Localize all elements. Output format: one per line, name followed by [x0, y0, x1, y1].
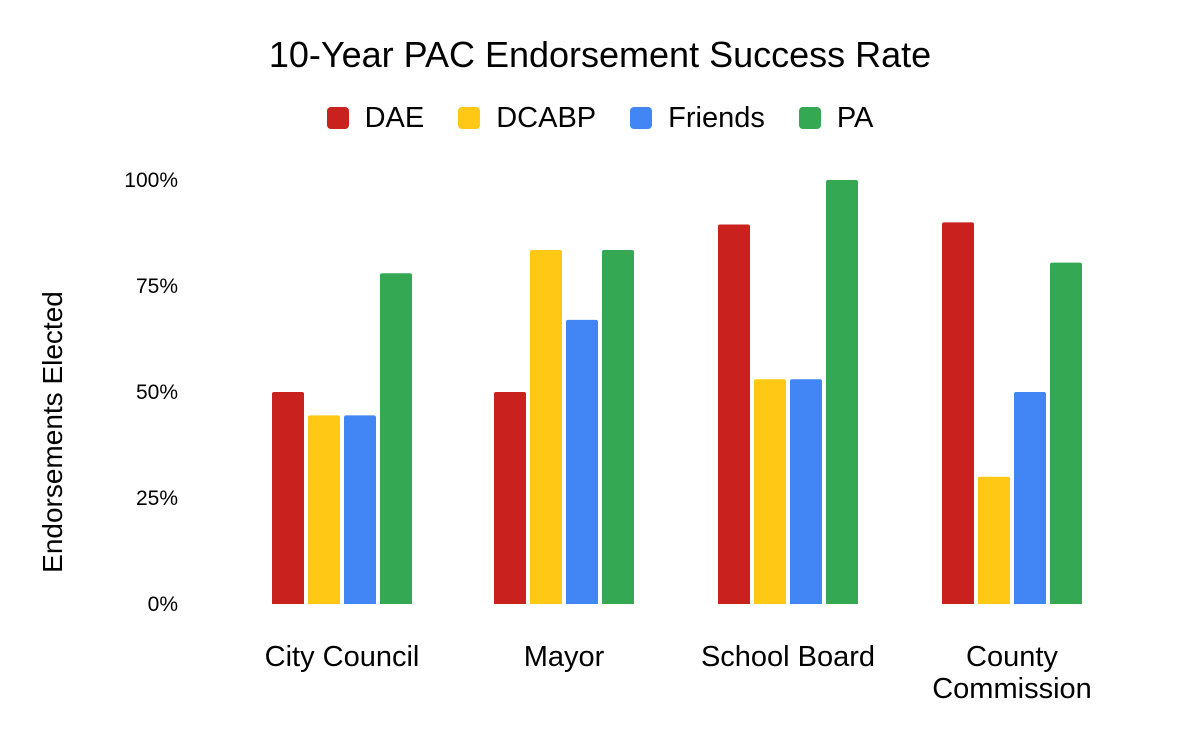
x-category-label: City Council — [265, 641, 420, 673]
legend-label: DAE — [364, 101, 425, 134]
x-category-label: School Board — [701, 641, 875, 673]
bar-friends-2 — [790, 379, 822, 604]
legend-item-pa: PA — [798, 101, 874, 135]
legend-item-dae: DAE — [326, 101, 425, 135]
bar-dae-1 — [494, 392, 526, 604]
x-category-label-line: County — [966, 641, 1058, 673]
y-tick-label: 75% — [136, 275, 178, 298]
bar-dcabp-3 — [978, 476, 1010, 604]
legend: DAE DCABP Friends PA — [0, 98, 1200, 138]
x-category-label: County Commission — [932, 641, 1092, 705]
x-category-label: Mayor — [524, 641, 605, 673]
legend-swatch — [458, 107, 481, 129]
bar-pa-1 — [602, 249, 634, 604]
legend-swatch — [326, 107, 349, 129]
bar-dae-0 — [272, 392, 304, 604]
legend-label: DCABP — [496, 101, 597, 134]
legend-swatch — [798, 107, 821, 129]
chart-title: 10-Year PAC Endorsement Success Rate — [268, 34, 932, 75]
y-tick-label: 50% — [136, 381, 178, 404]
bar-dae-3 — [942, 222, 974, 604]
legend-item-dcabp: DCABP — [458, 102, 596, 135]
bar-dae-2 — [718, 224, 750, 604]
y-axis-title: Endorsements Elected — [37, 291, 68, 573]
x-category-label-line: City Council — [265, 641, 420, 673]
bar-dcabp-2 — [754, 379, 786, 604]
y-tick-label: 0% — [148, 593, 178, 616]
legend-swatch — [630, 107, 653, 129]
x-category-label-line: Mayor — [524, 641, 605, 673]
x-category-label-line: Commission — [932, 673, 1092, 705]
bar-friends-1 — [566, 319, 598, 604]
bar-dcabp-1 — [530, 249, 562, 604]
bar-pa-0 — [380, 273, 412, 604]
legend-label: PA — [836, 101, 874, 134]
legend-label: Friends — [668, 101, 765, 134]
y-tick-label: 25% — [136, 487, 178, 510]
bar-pa-2 — [826, 180, 858, 604]
y-tick-label: 100% — [124, 169, 178, 192]
x-category-label-line: School Board — [701, 641, 875, 673]
legend-item-friends: Friends — [630, 102, 765, 135]
bar-friends-3 — [1014, 392, 1046, 604]
bar-dcabp-0 — [308, 415, 340, 604]
bar-pa-3 — [1050, 262, 1082, 604]
bar-friends-0 — [344, 415, 376, 604]
